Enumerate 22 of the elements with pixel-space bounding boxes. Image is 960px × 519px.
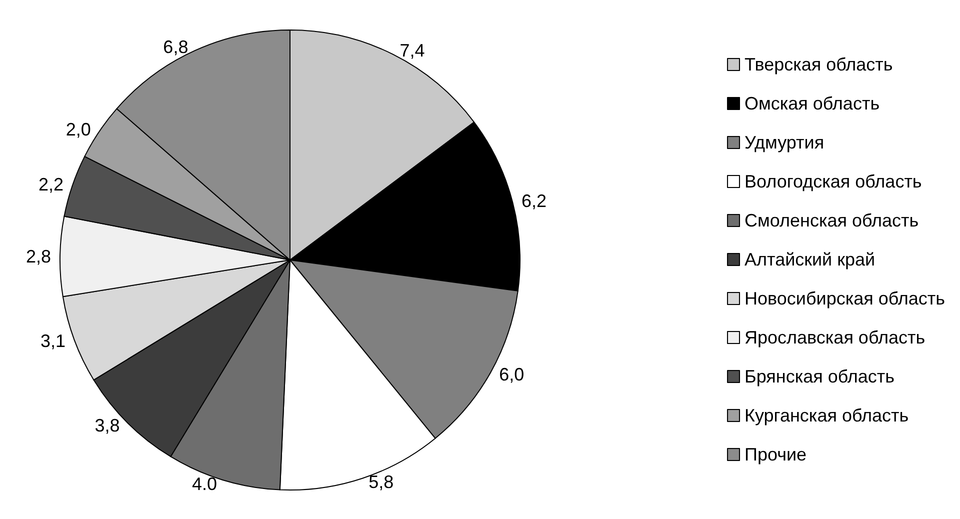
legend-label: Прочие: [744, 444, 807, 464]
legend-label: Курганская область: [744, 406, 909, 426]
legend-label: Алтайский край: [744, 250, 876, 270]
data-label: 6,2: [521, 191, 547, 212]
data-label: 3,1: [40, 331, 66, 352]
legend-label: Тверская область: [744, 54, 893, 74]
data-label: 7,4: [400, 40, 425, 61]
legend-label: Вологодская область: [744, 172, 922, 192]
data-label: 6,0: [499, 364, 524, 384]
data-label: 2,0: [66, 119, 91, 140]
data-label: 2,8: [26, 246, 52, 266]
data-label: 2,2: [38, 174, 64, 194]
legend-label: Удмуртия: [744, 132, 824, 152]
data-label: 4.0: [192, 474, 218, 494]
data-label: 6,8: [163, 36, 188, 57]
legend-label: Ярославская область: [744, 328, 926, 348]
legend-label: Омская область: [744, 94, 880, 114]
legend-label: Брянская область: [744, 366, 895, 386]
data-label: 3,8: [94, 416, 120, 436]
legend-label: Новосибирская область: [744, 288, 946, 308]
data-label: 5,8: [368, 472, 394, 492]
legend-label: Смоленская область: [744, 210, 919, 230]
